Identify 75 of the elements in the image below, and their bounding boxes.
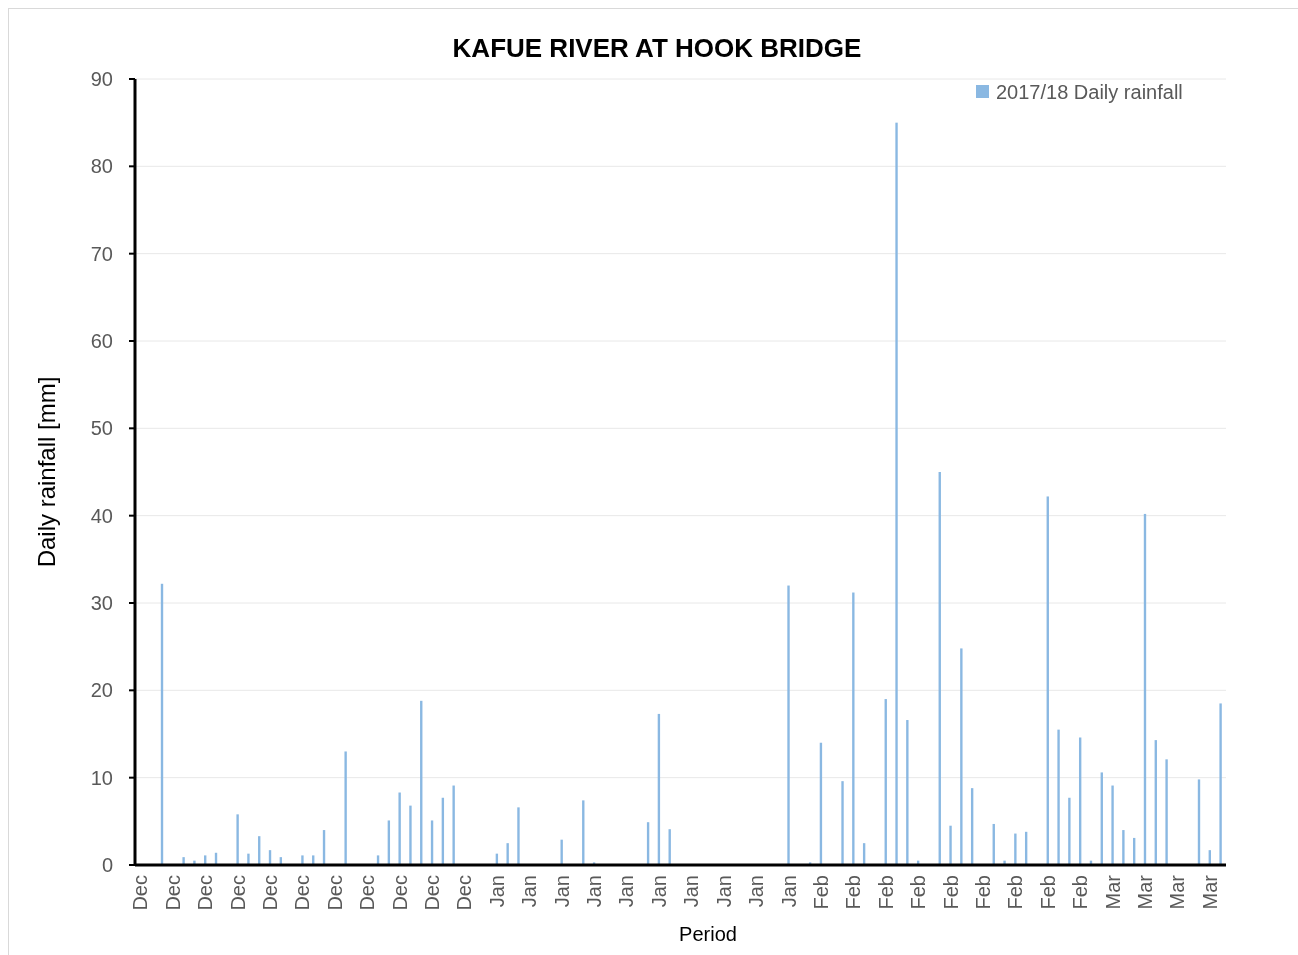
y-tick-label: 20	[90, 679, 113, 702]
x-tick-label: Mar	[1133, 874, 1156, 910]
x-tick-label: Dec	[388, 875, 411, 911]
x-tick-label: Jan	[777, 875, 800, 908]
x-tick-label: Jan	[712, 875, 735, 908]
x-tick-label: Dec	[259, 875, 282, 911]
x-tick-label: Feb	[1069, 875, 1092, 910]
bar	[960, 648, 963, 865]
bar	[1014, 833, 1017, 865]
bar	[398, 792, 401, 865]
x-tick-label: Jan	[485, 875, 508, 908]
x-tick-label: Mar	[1101, 874, 1124, 910]
y-tick-label: 50	[90, 417, 113, 440]
bar	[1122, 830, 1125, 865]
x-tick-label: Feb	[1036, 875, 1059, 910]
x-tick-label: Dec	[161, 875, 184, 911]
bar	[517, 807, 520, 865]
bar	[182, 857, 185, 865]
x-tick-label: Dec	[421, 875, 444, 911]
y-tick-label: 60	[90, 330, 113, 352]
x-tick-label: Dec	[453, 875, 476, 911]
y-tick-label: 10	[90, 766, 113, 789]
y-tick-label: 30	[90, 592, 113, 614]
bar	[906, 720, 909, 865]
bar	[1111, 785, 1114, 865]
y-tick-label: 70	[90, 242, 113, 265]
bar	[1057, 729, 1060, 865]
x-tick-label: Feb	[809, 875, 832, 910]
x-tick-label: Jan	[615, 875, 638, 908]
x-tick-label: Dec	[129, 875, 152, 911]
y-tick-label: 90	[90, 68, 113, 90]
x-tick-label: Jan	[518, 875, 541, 908]
bar	[1003, 860, 1006, 865]
x-tick-label: Dec	[356, 875, 379, 911]
bar	[452, 785, 455, 865]
bar	[787, 585, 790, 865]
bar	[841, 781, 844, 865]
x-tick-label: Jan	[745, 875, 768, 908]
bar	[409, 805, 412, 865]
x-tick-label: Feb	[907, 875, 930, 910]
x-tick-label: Dec	[323, 875, 346, 911]
legend-label: 2017/18 Daily rainfall	[996, 81, 1183, 103]
bar	[344, 751, 347, 865]
bar	[1165, 759, 1168, 865]
bar	[949, 825, 952, 865]
x-tick-label: Feb	[1004, 875, 1027, 910]
x-axis-title: Period	[679, 923, 737, 945]
x-tick-label: Dec	[226, 875, 249, 911]
bar	[236, 814, 239, 865]
x-tick-label: Feb	[842, 875, 865, 910]
chart-title: KAFUE RIVER AT HOOK BRIDGE	[452, 33, 862, 63]
bar	[1219, 703, 1222, 865]
x-tick-label: Jan	[680, 875, 703, 908]
x-tick-label: Mar	[1166, 874, 1189, 910]
y-tick-label: 0	[101, 854, 113, 876]
bar	[193, 860, 196, 865]
x-tick-label: Jan	[583, 875, 606, 908]
bar	[1068, 797, 1071, 865]
bar	[560, 839, 563, 865]
bar	[247, 853, 250, 865]
x-tick-label: Jan	[550, 875, 573, 908]
bar	[895, 122, 898, 865]
x-tick-label: Feb	[874, 875, 897, 910]
x-tick-label: Feb	[939, 875, 962, 910]
bar	[301, 855, 304, 865]
y-tick-label: 40	[90, 504, 113, 527]
x-tick-label: Dec	[194, 875, 217, 911]
x-tick-label: Jan	[647, 875, 670, 908]
bar	[506, 843, 509, 865]
y-tick-label: 80	[90, 155, 113, 178]
bar	[852, 592, 855, 865]
y-axis-title: Daily rainfall [mm]	[33, 376, 60, 568]
x-tick-label: Feb	[971, 875, 994, 910]
x-tick-label: Mar	[1198, 874, 1221, 910]
x-tick-label: Dec	[291, 875, 314, 911]
